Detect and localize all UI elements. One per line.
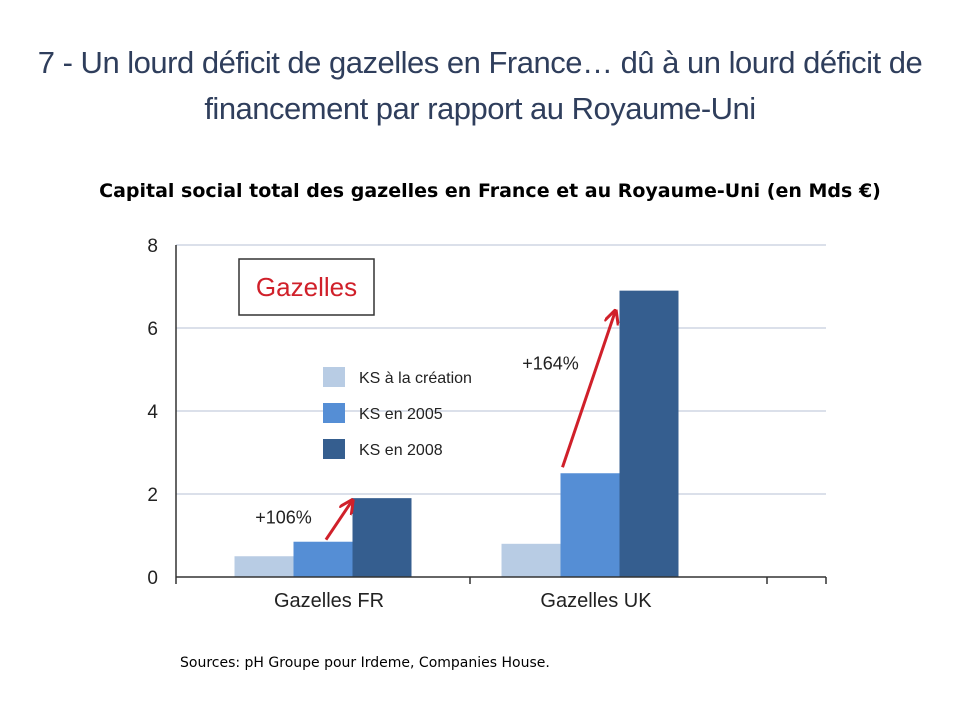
growth-arrow bbox=[324, 500, 353, 541]
x-category-label: Gazelles FR bbox=[274, 590, 384, 612]
growth-arrow bbox=[561, 311, 616, 468]
y-tick-label: 0 bbox=[147, 568, 158, 589]
y-tick-label: 6 bbox=[147, 319, 158, 340]
y-tick-label: 8 bbox=[147, 236, 158, 257]
chart-title: Capital social total des gazelles en Fra… bbox=[99, 180, 881, 202]
bar bbox=[234, 556, 294, 577]
legend-swatch bbox=[323, 439, 345, 459]
legend-label: KS en 2005 bbox=[359, 406, 443, 423]
sources-note: Sources: pH Groupe pour Irdeme, Companie… bbox=[180, 655, 550, 671]
slide-title: 7 - Un lourd déficit de gazelles en Fran… bbox=[37, 45, 923, 126]
gazelles-box bbox=[238, 258, 375, 316]
bar bbox=[293, 541, 353, 577]
x-category-label: Gazelles UK bbox=[540, 590, 652, 612]
bar bbox=[352, 498, 412, 577]
bar bbox=[501, 543, 561, 577]
legend-swatch bbox=[323, 367, 345, 387]
legend-label: KS en 2008 bbox=[359, 442, 443, 459]
bar bbox=[560, 473, 620, 577]
gazelles-box-label: Gazelles bbox=[256, 272, 357, 302]
bar bbox=[619, 290, 679, 577]
growth-label: +106% bbox=[255, 508, 312, 528]
legend-swatch bbox=[323, 403, 345, 423]
legend-label: KS à la création bbox=[359, 370, 472, 387]
y-tick-label: 4 bbox=[147, 402, 158, 423]
growth-label: +164% bbox=[522, 354, 579, 374]
y-tick-label: 2 bbox=[147, 485, 158, 506]
